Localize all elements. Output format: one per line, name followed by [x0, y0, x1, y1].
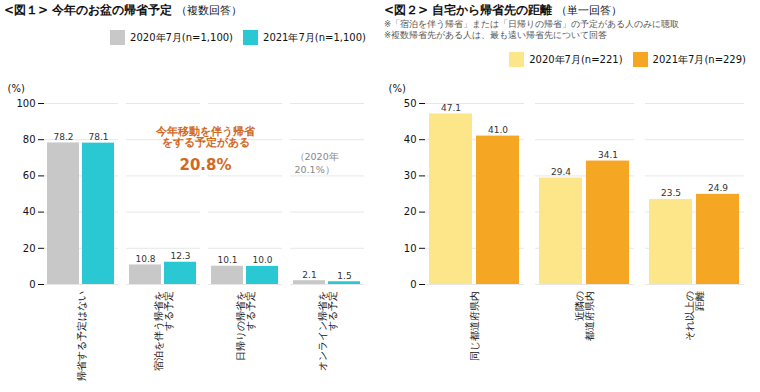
svg-text:近隣の都道府県内: 近隣の都道府県内 — [574, 291, 595, 341]
svg-text:78.1: 78.1 — [88, 132, 108, 142]
svg-text:10: 10 — [404, 243, 417, 254]
svg-text:帰省する予定はない: 帰省する予定はない — [76, 291, 87, 381]
svg-text:（2020年20.1%）: （2020年20.1%） — [295, 151, 339, 174]
svg-text:40: 40 — [23, 206, 36, 217]
svg-text:10.1: 10.1 — [217, 255, 237, 265]
svg-text:日帰りの帰省をする予定: 日帰りの帰省をする予定 — [235, 291, 256, 361]
svg-text:宿泊を伴う帰省をする予定: 宿泊を伴う帰省をする予定 — [153, 291, 174, 371]
svg-text:80: 80 — [23, 134, 36, 145]
svg-text:29.4: 29.4 — [551, 167, 571, 177]
svg-text:(%): (%) — [389, 83, 406, 94]
svg-text:100: 100 — [16, 98, 35, 109]
svg-text:2.1: 2.1 — [302, 270, 316, 280]
svg-text:40: 40 — [404, 134, 417, 145]
svg-text:オンライン帰省をする予定: オンライン帰省をする予定 — [317, 291, 338, 371]
svg-text:同じ都道府県内: 同じ都道府県内 — [469, 291, 480, 361]
html-text:<図２> 自宅から帰省先の距離 （単一回答）: <図２> 自宅から帰省先の距離 （単一回答） — [384, 3, 623, 17]
svg-text:(%): (%) — [8, 83, 25, 94]
svg-text:それ以上の距離: それ以上の距離 — [684, 291, 705, 341]
svg-text:47.1: 47.1 — [441, 103, 461, 113]
svg-text:20.8%: 20.8% — [179, 156, 231, 174]
html-text:<図１> 今年のお盆の帰省予定 （複数回答）: <図１> 今年のお盆の帰省予定 （複数回答） — [4, 3, 243, 17]
html-text:※「宿泊を伴う帰省」または「日帰りの帰省」の予定がある人のみ: ※「宿泊を伴う帰省」または「日帰りの帰省」の予定がある人のみに聴取 — [384, 19, 680, 29]
svg-text:20: 20 — [23, 243, 36, 254]
svg-text:1.5: 1.5 — [337, 271, 351, 281]
svg-text:41.0: 41.0 — [488, 125, 508, 135]
html-text:※複数帰省先がある人は、最も遠い帰省先について回答: ※複数帰省先がある人は、最も遠い帰省先について回答 — [384, 30, 608, 40]
svg-text:24.9: 24.9 — [708, 183, 728, 193]
html-text:2020年7月(n=1,100): 2020年7月(n=1,100) — [130, 31, 233, 43]
svg-text:50: 50 — [404, 98, 417, 109]
svg-text:34.1: 34.1 — [598, 150, 618, 160]
svg-text:0: 0 — [29, 279, 35, 290]
svg-text:20: 20 — [404, 206, 417, 217]
html-text:2020年7月(n=221): 2020年7月(n=221) — [529, 53, 623, 65]
svg-text:10.8: 10.8 — [135, 254, 155, 264]
svg-text:0: 0 — [410, 279, 416, 290]
svg-text:12.3: 12.3 — [170, 251, 190, 261]
svg-text:23.5: 23.5 — [661, 188, 681, 198]
svg-text:30: 30 — [404, 170, 417, 181]
html-text:2021年7月(n=229): 2021年7月(n=229) — [652, 53, 746, 65]
svg-text:今年移動を伴う帰省をする予定がある: 今年移動を伴う帰省をする予定がある — [155, 125, 256, 149]
svg-text:10.0: 10.0 — [252, 255, 272, 265]
svg-text:78.2: 78.2 — [53, 132, 73, 142]
svg-text:60: 60 — [23, 170, 36, 181]
html-text:2021年7月(n=1,100): 2021年7月(n=1,100) — [263, 31, 366, 43]
